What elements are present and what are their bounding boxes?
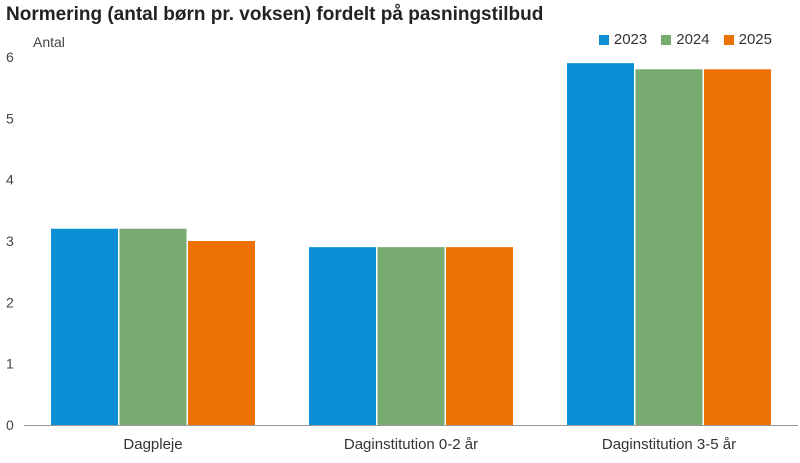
x-tick-label: Daginstitution 0-2 år <box>344 436 478 453</box>
bar-2023-0 <box>51 228 118 425</box>
legend-swatch-2024 <box>661 34 672 45</box>
y-tick-label: 6 <box>6 49 14 65</box>
x-tick-label: Daginstitution 3-5 år <box>602 436 736 453</box>
legend-swatch-2023 <box>598 34 609 45</box>
legend-label-2024: 2024 <box>676 31 710 48</box>
legend-swatch-2025 <box>723 34 734 45</box>
bar-2025-1 <box>446 247 513 425</box>
y-tick-label: 1 <box>6 356 14 372</box>
bar-2024-2 <box>635 69 703 426</box>
bar-2025-2 <box>704 69 771 426</box>
legend-item-2024: 2024 <box>661 31 710 48</box>
y-axis-label: Antal <box>33 34 65 50</box>
y-tick-label: 0 <box>6 417 14 433</box>
legend-item-2025: 2025 <box>723 31 772 48</box>
chart-title: Normering (antal børn pr. voksen) fordel… <box>6 4 544 25</box>
bar-2025-0 <box>188 241 255 425</box>
bar-2024-0 <box>119 228 187 425</box>
x-tick-label: Dagpleje <box>123 436 182 453</box>
y-tick-label: 2 <box>6 294 14 310</box>
bar-2024-1 <box>377 247 445 425</box>
legend-label-2023: 2023 <box>613 31 648 48</box>
legend-item-2023: 2023 <box>598 31 648 48</box>
legend-label-2025: 2025 <box>738 31 772 48</box>
y-tick-label: 5 <box>6 110 14 126</box>
y-tick-label: 3 <box>6 233 14 249</box>
legend: 2023 2024 2025 <box>598 31 772 48</box>
y-tick-label: 4 <box>6 172 14 188</box>
bar-2023-1 <box>309 247 376 425</box>
bar-2023-2 <box>567 63 634 426</box>
